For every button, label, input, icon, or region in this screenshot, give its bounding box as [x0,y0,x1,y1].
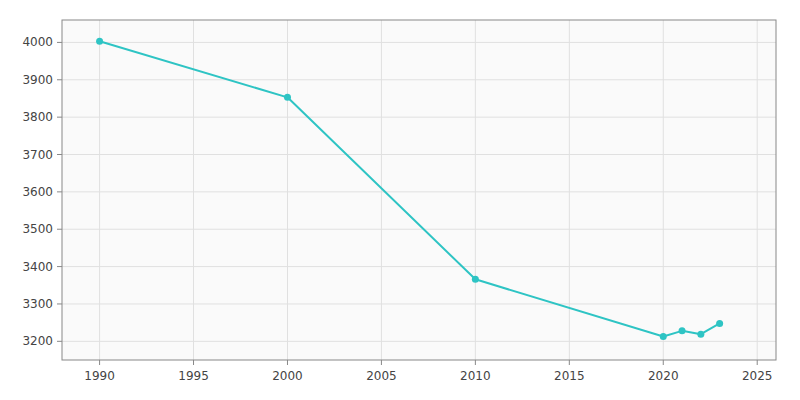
x-tick-label: 1990 [84,369,115,383]
y-tick [57,229,62,230]
data-point [472,276,479,283]
chart-svg: 1990 1995 2000 2005 2010 2015 2020 2025 3200 3300… [0,0,800,400]
y-grid-line [62,42,776,43]
plot-background [62,20,776,360]
data-layer [96,38,723,340]
x-tick [663,360,664,365]
data-point [697,331,704,338]
y-tick-label: 3500 [22,222,53,236]
data-point [96,38,103,45]
y-grid-line [62,229,776,230]
data-point [679,327,686,334]
y-tick [57,303,62,304]
x-grid-line [287,20,288,360]
y-grid-line [62,266,776,267]
x-tick [381,360,382,365]
y-tick [57,341,62,342]
y-tick-label: 3300 [22,297,53,311]
y-tick-label: 3700 [22,148,53,162]
y-tick-label: 4000 [22,35,53,49]
x-tick-label: 2000 [272,369,303,383]
x-tick [287,360,288,365]
x-tick-label: 2010 [460,369,491,383]
y-grid-line [62,191,776,192]
data-point [660,333,667,340]
y-grid-line [62,117,776,118]
data-point [716,320,723,327]
y-grid-line [62,341,776,342]
x-tick [193,360,194,365]
x-tick [475,360,476,365]
x-tick [99,360,100,365]
y-tick [57,154,62,155]
tick-labels: 1990 1995 2000 2005 2010 2015 2020 2025 3200 3300… [22,35,772,383]
plot-frame [62,20,776,360]
y-tick [57,191,62,192]
chart-container: 1990 1995 2000 2005 2010 2015 2020 2025 3200 3300… [0,0,800,400]
y-grid-line [62,79,776,80]
y-tick-label: 3600 [22,185,53,199]
data-point [284,94,291,101]
x-tick-label: 2005 [366,369,397,383]
x-grid-line [475,20,476,360]
y-tick-label: 3800 [22,110,53,124]
y-tick-label: 3400 [22,260,53,274]
y-tick-label: 3200 [22,334,53,348]
x-tick-label: 2015 [554,369,585,383]
y-tick [57,117,62,118]
x-tick-label: 2025 [742,369,773,383]
x-tick [569,360,570,365]
grid [57,20,776,365]
x-grid-line [757,20,758,360]
y-tick [57,266,62,267]
y-grid-line [62,303,776,304]
x-grid-line [99,20,100,360]
x-tick-label: 2020 [648,369,679,383]
data-line [100,41,720,336]
x-grid-line [663,20,664,360]
y-tick-label: 3900 [22,73,53,87]
y-grid-line [62,154,776,155]
x-tick [757,360,758,365]
y-tick [57,42,62,43]
y-tick [57,79,62,80]
x-grid-line [193,20,194,360]
x-tick-label: 1995 [178,369,209,383]
